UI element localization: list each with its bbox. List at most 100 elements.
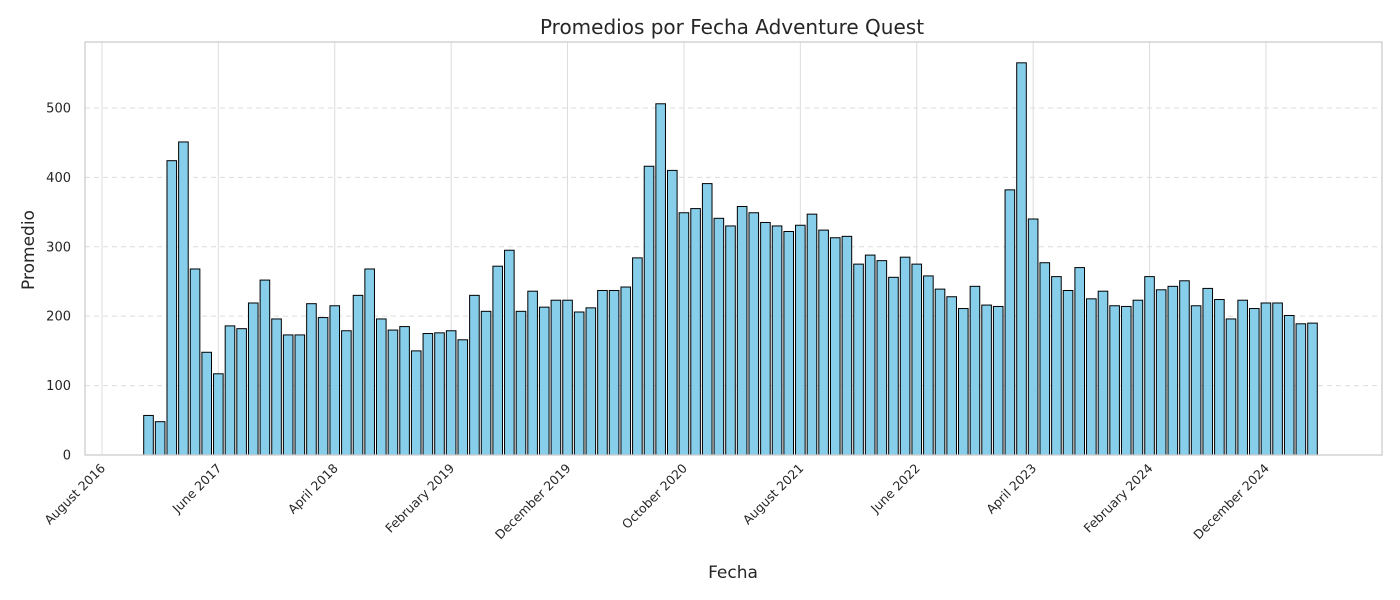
bar (224, 325, 236, 456)
bar (376, 318, 387, 456)
bar (306, 303, 317, 456)
plot-frame (84, 41, 1383, 456)
x-tick-label: June 2022 (867, 461, 923, 517)
bar (783, 230, 795, 456)
bar (573, 311, 585, 456)
bar (771, 225, 783, 456)
bar (469, 294, 480, 456)
bar (829, 237, 841, 456)
bar (480, 310, 492, 456)
bar (585, 307, 597, 456)
bar (713, 217, 725, 456)
bar (1016, 62, 1027, 456)
bar (515, 310, 527, 456)
bar (1132, 299, 1144, 456)
bar (1225, 318, 1237, 456)
bar (725, 225, 736, 456)
bar (492, 265, 503, 456)
bar (853, 263, 864, 456)
bar (1097, 290, 1109, 456)
bar (259, 279, 271, 456)
bar (550, 299, 562, 456)
bar (632, 257, 643, 456)
bar (1074, 267, 1086, 456)
bar (434, 332, 445, 456)
bar (911, 263, 923, 456)
bar (294, 334, 306, 456)
x-tick-label: August 2016 (41, 460, 108, 527)
bar (1202, 287, 1214, 456)
bar (818, 229, 829, 456)
bar (701, 183, 713, 456)
bar (597, 289, 608, 456)
y-axis-label: Promedio (19, 210, 39, 290)
bar (562, 299, 573, 456)
bar (201, 351, 212, 456)
bar (958, 308, 969, 456)
bar (760, 221, 771, 456)
bar (923, 275, 934, 456)
bar (399, 326, 410, 456)
bar (1283, 314, 1295, 456)
bar (690, 208, 701, 456)
y-tick-label: 500 (46, 101, 71, 116)
y-tick-label: 300 (46, 240, 71, 255)
bar (795, 224, 806, 456)
bar (1167, 285, 1179, 456)
bar (992, 305, 1004, 456)
bar (1062, 289, 1074, 456)
x-tick-label: December 2019 (492, 460, 574, 542)
bar (864, 254, 876, 456)
y-axis-ticks: 0 100 200 300 400 500 (46, 101, 71, 463)
bar (620, 286, 632, 456)
x-axis-label: Fecha (708, 563, 758, 583)
bar (1307, 322, 1318, 456)
bar (166, 160, 178, 456)
bar (1027, 218, 1039, 456)
bar (189, 268, 201, 456)
bar (154, 421, 166, 456)
bar (1120, 305, 1132, 456)
bar (946, 296, 957, 456)
bar (445, 330, 457, 456)
bar (1249, 308, 1260, 456)
bar (527, 290, 538, 456)
bar (981, 304, 992, 456)
bar (247, 302, 259, 456)
x-axis-ticks: August 2016 June 2017 April 2018 February 2… (41, 460, 1272, 542)
bar (643, 165, 655, 456)
bar (748, 212, 760, 456)
x-tick-label: February 2024 (1081, 460, 1156, 535)
chart-title: Promedios por Fecha Adventure Quest (540, 15, 924, 39)
y-tick-label: 0 (63, 449, 71, 464)
bar (1086, 298, 1097, 456)
bar (608, 289, 620, 456)
bar (236, 328, 247, 456)
x-tick-label: February 2019 (382, 460, 457, 535)
bar (317, 317, 329, 456)
x-tick-label: April 2018 (285, 460, 341, 516)
x-tick-label: December 2024 (1190, 460, 1272, 542)
bar (888, 276, 899, 456)
bar (1260, 302, 1272, 456)
bar (655, 103, 666, 456)
bar (876, 260, 888, 456)
bar (341, 330, 352, 456)
y-tick-label: 100 (46, 379, 71, 394)
bar (387, 329, 399, 456)
bar (143, 414, 154, 456)
bar (457, 339, 469, 456)
bar (841, 235, 853, 456)
bar (1295, 323, 1307, 456)
bar (1039, 262, 1051, 456)
bars (143, 62, 1318, 456)
bar (1155, 289, 1167, 456)
y-tick-label: 400 (46, 171, 71, 186)
bar (678, 212, 690, 456)
x-tick-label: October 2020 (619, 460, 690, 531)
bar (1272, 302, 1283, 456)
bar (806, 213, 818, 456)
y-tick-label: 200 (46, 310, 71, 325)
